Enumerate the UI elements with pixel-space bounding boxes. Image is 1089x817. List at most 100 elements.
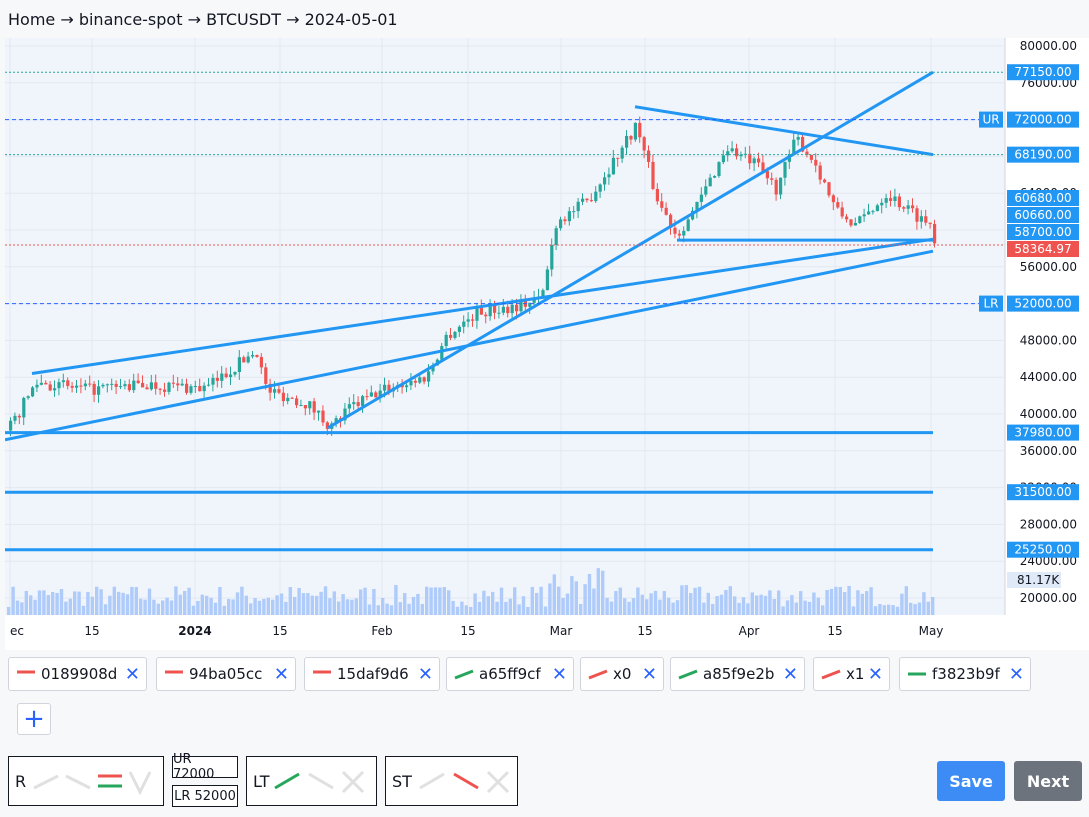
volume-bar: [20, 602, 24, 615]
panel-label: ST: [392, 771, 412, 791]
tag-item[interactable]: 0189908d ✕: [8, 657, 147, 691]
remove-icon[interactable]: ✕: [551, 663, 567, 685]
volume-bar: [288, 587, 292, 615]
next-button[interactable]: Next: [1014, 761, 1082, 801]
trend-style-icons[interactable]: [273, 766, 369, 796]
candle-body: [119, 386, 123, 388]
volume-bar: [504, 601, 508, 615]
tag-item[interactable]: a85f9e2b ✕: [670, 657, 805, 691]
candle-body: [638, 122, 642, 138]
tag-item[interactable]: x0 ✕: [580, 657, 664, 691]
remove-icon[interactable]: ✕: [782, 663, 798, 685]
red-trend-icon: [821, 669, 841, 680]
volume-bar: [552, 574, 556, 615]
candle-body: [889, 198, 893, 201]
candle-body: [251, 354, 255, 357]
candle-body: [400, 384, 404, 388]
volume-bar: [275, 595, 279, 615]
candle-body: [378, 390, 382, 398]
tag-item[interactable]: 15daf9d6 ✕: [304, 657, 440, 691]
candle-body: [31, 387, 35, 397]
price-chart[interactable]: 80000.0076000.0072000.0068000.0064000.00…: [5, 38, 1089, 650]
volume-bar: [130, 586, 134, 615]
volume-bar: [649, 593, 653, 615]
price-tick-label: 48000.00: [1020, 333, 1077, 347]
candle-body: [145, 387, 149, 390]
candle-body: [660, 201, 664, 208]
volume-bar: [882, 605, 886, 615]
candle-body: [792, 139, 796, 155]
volume-bar: [24, 590, 28, 615]
tag-item[interactable]: a65ff9cf ✕: [446, 657, 574, 691]
candle-body: [607, 174, 611, 178]
volume-bar: [860, 593, 864, 615]
volume-bar: [548, 583, 552, 615]
candle-body: [730, 148, 734, 152]
trend-style-icons[interactable]: [418, 766, 514, 796]
remove-icon[interactable]: ✕: [273, 663, 289, 685]
volume-bar: [535, 592, 539, 615]
candle-body: [849, 219, 853, 226]
volume-bar: [561, 597, 565, 615]
candle-body: [427, 371, 431, 382]
price-label-box: [1007, 224, 1079, 240]
tag-item[interactable]: x1 ✕: [813, 657, 890, 691]
volume-bar: [416, 593, 420, 615]
candle-body: [576, 201, 580, 212]
candle-body: [572, 211, 576, 213]
ur-button[interactable]: UR 72000: [172, 752, 238, 782]
candle-body: [827, 182, 831, 196]
trend-line: [327, 70, 934, 430]
volume-bar: [403, 593, 407, 615]
candle-body: [356, 402, 360, 406]
tag-label: 94ba05cc: [189, 665, 263, 683]
volume-bar: [152, 599, 156, 615]
short-term-panel: ST: [385, 756, 518, 806]
candle-body: [625, 135, 629, 148]
volume-bar: [433, 587, 438, 615]
tag-item[interactable]: f3823b9f ✕: [899, 657, 1031, 691]
volume-bar: [913, 604, 917, 615]
candle-body: [440, 346, 444, 360]
candle-body: [431, 365, 435, 372]
add-button[interactable]: +: [17, 703, 51, 735]
remove-icon[interactable]: ✕: [124, 663, 140, 685]
candle-body: [915, 208, 919, 222]
remove-icon[interactable]: ✕: [1008, 663, 1024, 685]
tag-item[interactable]: 94ba05cc ✕: [156, 657, 296, 691]
volume-bar: [315, 595, 319, 615]
volume-bar: [99, 589, 103, 615]
remove-icon[interactable]: ✕: [867, 663, 883, 685]
candle-body: [928, 222, 932, 224]
candle-body: [361, 396, 365, 406]
lr-button[interactable]: LR 52000: [172, 785, 238, 807]
candle-body: [242, 357, 246, 363]
volume-bar: [86, 591, 90, 615]
candle-body: [761, 162, 765, 172]
volume-bar: [768, 590, 772, 615]
candle-body: [347, 404, 351, 409]
volume-bar: [262, 598, 266, 615]
remove-icon[interactable]: ✕: [641, 663, 657, 685]
candle-body: [585, 198, 589, 201]
volume-bar: [790, 595, 794, 615]
line-style-icons[interactable]: [32, 766, 156, 796]
chart-svg[interactable]: 80000.0076000.0072000.0068000.0064000.00…: [5, 38, 1089, 650]
save-button[interactable]: Save: [937, 761, 1005, 801]
tag-label: x0: [613, 665, 632, 683]
volume-bar: [499, 587, 504, 615]
volume-bar: [337, 601, 341, 615]
remove-icon[interactable]: ✕: [417, 663, 433, 685]
candle-body: [471, 319, 475, 321]
price-label: 31500.00: [1014, 485, 1071, 499]
volume-bar: [363, 587, 367, 615]
candle-body: [651, 161, 655, 189]
volume-bar: [200, 594, 204, 615]
volume-bar: [125, 594, 130, 615]
price-tick-label: 20000.00: [1020, 591, 1077, 605]
volume-bar: [865, 591, 869, 615]
candle-body: [823, 179, 827, 183]
level-tag: LR: [983, 297, 998, 311]
time-tick-label: 15: [84, 624, 99, 638]
candle-body: [418, 377, 422, 383]
